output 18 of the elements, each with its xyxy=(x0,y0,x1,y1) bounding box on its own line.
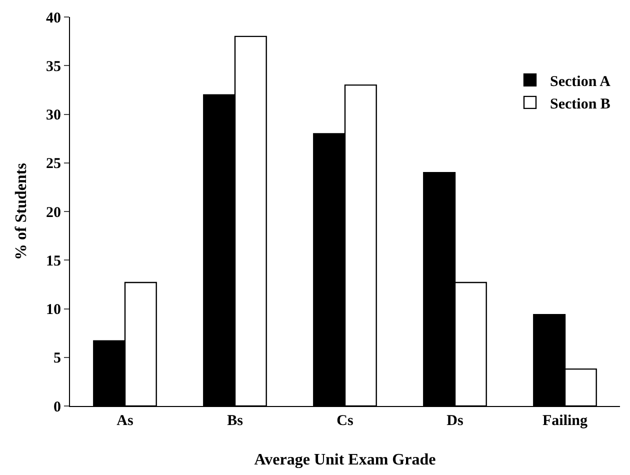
x-tick-label: Cs xyxy=(336,413,354,429)
x-tick-label: Bs xyxy=(227,413,244,429)
y-tick-label: 10 xyxy=(46,302,61,318)
y-axis-title: % of Students xyxy=(12,163,30,260)
x-tick-label: Failing xyxy=(542,413,588,429)
y-tick-label: 5 xyxy=(54,350,61,367)
x-tick-label: As xyxy=(116,413,134,429)
x-axis-title: Average Unit Exam Grade xyxy=(254,452,436,469)
y-tick-label: 0 xyxy=(54,399,61,416)
y-tick-label: 40 xyxy=(46,10,61,26)
y-tick-label: 25 xyxy=(46,156,61,172)
y-tick-label: 20 xyxy=(46,204,61,221)
y-tick-label: 30 xyxy=(46,108,61,124)
legend-label: Section B xyxy=(550,96,610,112)
x-tick-label: Ds xyxy=(446,413,464,429)
y-tick-label: 35 xyxy=(46,58,61,75)
y-tick-label: 15 xyxy=(46,253,61,270)
legend-label: Section A xyxy=(550,74,611,90)
